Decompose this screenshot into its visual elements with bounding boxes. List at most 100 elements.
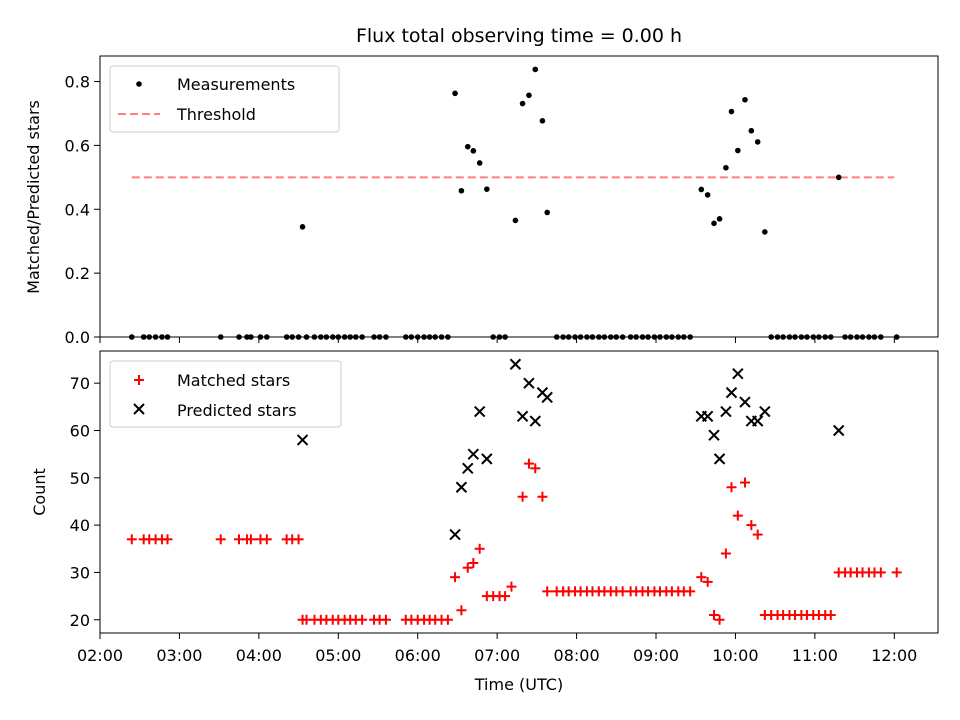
measurement-point <box>464 143 471 150</box>
predicted-star-point <box>481 453 493 465</box>
predicted-star-point <box>701 410 714 423</box>
measurement-point <box>526 92 532 99</box>
measurement-point <box>452 90 458 97</box>
matched-star-point <box>215 534 226 545</box>
matched-star-point <box>523 458 534 469</box>
measurement-point <box>484 186 490 192</box>
matched-star-point <box>462 562 473 573</box>
ratio-legend: Measurements Threshold <box>109 65 340 133</box>
ratio-panel: 0.00.20.40.60.8 Matched/Predicted stars … <box>24 55 939 347</box>
measurement-point <box>711 220 717 227</box>
predicted-star-point <box>833 424 845 437</box>
predicted-star-point <box>516 410 529 423</box>
measurement-point <box>512 217 519 224</box>
measurement-point <box>735 147 741 154</box>
matched-star-point <box>517 491 528 502</box>
matched-star-point <box>456 605 467 616</box>
predicted-legend-marker <box>133 403 145 415</box>
matched-star-point <box>702 576 713 587</box>
matched-legend-marker <box>134 375 144 385</box>
count-y-axis-label: Count <box>30 468 49 516</box>
count-panel-frame <box>99 350 939 634</box>
measurement-point <box>835 174 842 181</box>
predicted-star-point <box>713 453 726 465</box>
matched-star-point <box>500 591 511 602</box>
predicted-star-point <box>449 528 461 541</box>
count-x-tick-label: 10:00 <box>712 646 758 665</box>
count-y-tick-label: 40 <box>70 516 90 535</box>
count-x-tick-label: 05:00 <box>315 646 361 665</box>
count-y-tick-label: 50 <box>70 469 90 488</box>
measurement-point <box>754 139 761 145</box>
count-legend-box <box>109 360 342 428</box>
measurements-legend-marker <box>136 81 142 87</box>
ratio-y-tick-label: 0.0 <box>65 328 90 347</box>
measurement-point <box>458 187 465 194</box>
count-x-tick-label: 12:00 <box>871 646 917 665</box>
matched-star-point <box>162 534 173 545</box>
measurement-point <box>532 66 539 73</box>
matched-star-point <box>126 534 137 545</box>
count-x-tick-label: 08:00 <box>554 646 600 665</box>
ratio-y-tick-label: 0.8 <box>65 73 90 92</box>
matched-star-point <box>357 614 368 625</box>
measurement-point <box>742 96 748 103</box>
matched-star-point <box>542 586 553 597</box>
predicted-star-point <box>739 396 751 408</box>
count-y-ticks: 20 30 40 50 60 70 <box>70 374 100 630</box>
count-y-tick-label: 60 <box>70 421 90 440</box>
predicted-star-point <box>296 434 309 446</box>
count-y-tick-label: 20 <box>70 611 90 630</box>
matched-star-point <box>537 491 548 502</box>
ratio-panel-frame <box>99 55 939 338</box>
measurement-point <box>728 108 735 115</box>
x-axis-label: Time (UTC) <box>474 675 563 694</box>
matched-star-point <box>450 572 461 583</box>
matched-star-point <box>714 614 725 625</box>
measurement-point <box>470 148 477 154</box>
measurement-point <box>544 209 550 216</box>
ratio-y-tick-label: 0.4 <box>65 200 90 219</box>
matched-star-point <box>506 581 517 592</box>
count-legend: Matched stars Predicted stars <box>109 360 342 428</box>
measurement-point <box>748 127 755 134</box>
threshold-legend-label: Threshold <box>176 105 256 124</box>
predicted-star-point <box>759 405 771 418</box>
predicted-star-point <box>720 405 732 418</box>
count-x-tick-label: 03:00 <box>156 646 202 665</box>
ratio-y-axis-label: Matched/Predicted stars <box>24 100 43 294</box>
count-x-ticks: 02:00 03:00 04:00 05:00 06:00 07:00 08:00 09:00… <box>77 633 917 665</box>
measurement-point <box>762 229 768 235</box>
matched-star-point <box>293 534 304 545</box>
measurement-point <box>698 186 705 193</box>
count-x-tick-label: 11:00 <box>792 646 838 665</box>
matched-star-point <box>752 529 763 540</box>
matched-star-point <box>685 586 696 597</box>
matched-star-point <box>746 520 757 531</box>
matched-star-point <box>380 614 391 625</box>
count-x-tick-label: 09:00 <box>633 646 679 665</box>
measurement-point <box>716 216 723 222</box>
matched-star-point <box>875 567 886 578</box>
matched-star-point <box>825 610 836 621</box>
matched-star-point <box>442 614 453 625</box>
predicted-star-point <box>529 415 541 427</box>
count-x-tick-label: 07:00 <box>474 646 520 665</box>
ratio-x-ticks <box>99 337 895 343</box>
matched-star-point <box>261 534 272 545</box>
predicted-star-point <box>541 391 553 404</box>
predicted-star-point <box>751 415 764 427</box>
predicted-star-point <box>455 481 468 493</box>
matched-star-point <box>732 510 743 521</box>
predicted-star-point <box>725 386 738 399</box>
count-panel: 20 30 40 50 60 70 02:00 03:00 04:00 05:00 06:00 07… <box>30 350 939 694</box>
measurement-point <box>704 192 711 198</box>
matched-star-point <box>709 610 720 621</box>
matched-star-point <box>720 548 731 559</box>
count-y-tick-label: 30 <box>70 563 90 582</box>
chart-title: Flux total observing time = 0.00 h <box>356 25 682 47</box>
measurement-point <box>539 118 546 124</box>
ratio-y-tick-label: 0.2 <box>65 264 90 283</box>
matched-star-point <box>245 534 256 545</box>
